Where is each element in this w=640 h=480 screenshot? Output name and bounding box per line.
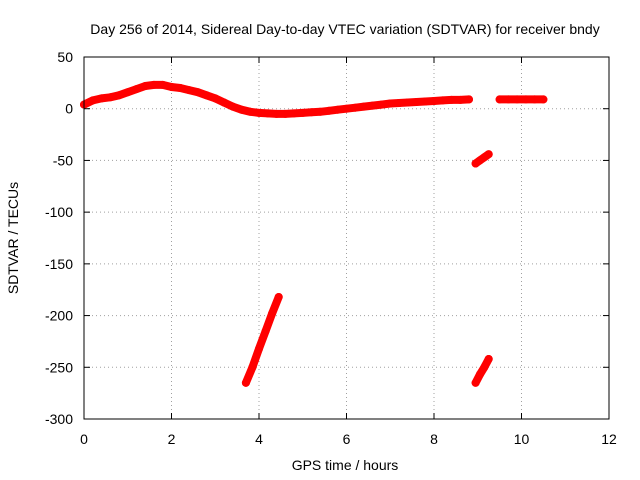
series-steep-segment-a — [241, 293, 283, 387]
data-point — [403, 98, 412, 107]
data-point — [176, 84, 185, 92]
data-point — [185, 86, 193, 95]
data-point — [211, 94, 220, 103]
x-axis-label: GPS time / hours — [292, 457, 399, 473]
data-point — [241, 378, 250, 387]
data-point — [261, 327, 270, 336]
data-point — [438, 96, 447, 105]
data-point — [88, 96, 97, 105]
data-point — [263, 109, 272, 118]
data-point — [255, 108, 263, 117]
data-point — [521, 95, 530, 104]
data-point — [430, 97, 438, 105]
data-point — [377, 100, 386, 109]
data-point — [237, 105, 246, 114]
series-main-trace — [80, 80, 473, 118]
data-point — [272, 109, 281, 118]
x-tick-label: 10 — [514, 431, 530, 447]
data-point — [290, 109, 298, 118]
x-tick-label: 8 — [430, 431, 438, 447]
grid-layer — [84, 57, 609, 419]
data-point — [106, 93, 115, 102]
series-segment-b-upper — [471, 150, 493, 168]
x-tick-label: 0 — [80, 431, 88, 447]
data-point — [342, 104, 351, 113]
data-point — [316, 107, 325, 116]
data-point — [368, 101, 377, 110]
y-tick-label: -250 — [45, 359, 73, 375]
y-tick-label: 0 — [65, 101, 73, 117]
y-tick-label: -300 — [45, 411, 73, 427]
data-point — [465, 95, 473, 104]
chart-title: Day 256 of 2014, Sidereal Day-to-day VTE… — [90, 21, 599, 37]
x-tick-label: 4 — [255, 431, 263, 447]
data-point — [495, 95, 504, 104]
data-point — [97, 94, 106, 103]
data-point — [504, 95, 513, 104]
y-tick-label: -200 — [45, 308, 73, 324]
series-line — [471, 355, 493, 387]
tick-layer: 0 2 4 6 8 10 12 50 0 -50 -100 -150 -200 -250 -300 — [45, 49, 617, 447]
data-point — [298, 108, 307, 117]
data-point — [132, 85, 141, 94]
data-point — [268, 309, 277, 318]
data-point — [158, 80, 167, 89]
series-late-segment — [495, 95, 548, 104]
x-tick-label: 12 — [601, 431, 617, 447]
x-tick-label: 2 — [168, 431, 176, 447]
data-point — [255, 344, 263, 353]
data-point — [351, 103, 360, 112]
data-point — [412, 98, 421, 106]
data-point — [167, 83, 176, 91]
data-point — [202, 91, 211, 100]
data-point — [360, 102, 368, 111]
data-point — [248, 363, 257, 372]
data-point — [447, 95, 456, 104]
data-point — [141, 82, 150, 90]
y-tick-label: -150 — [45, 256, 73, 272]
data-point — [193, 88, 202, 97]
data-point — [274, 293, 283, 301]
data-point — [220, 98, 228, 107]
data-point — [484, 355, 493, 363]
y-tick-label: -50 — [53, 152, 73, 168]
data-point — [484, 150, 493, 159]
data-point — [228, 102, 237, 111]
data-point — [333, 105, 342, 114]
data-point — [513, 95, 522, 104]
data-point — [150, 80, 158, 89]
x-tick-label: 6 — [343, 431, 351, 447]
data-point — [307, 108, 316, 117]
y-axis-label: SDTVAR / TECUs — [5, 182, 21, 294]
y-tick-label: -100 — [45, 204, 73, 220]
data-point — [123, 88, 132, 97]
data-point — [530, 95, 539, 104]
series-segment-b-lower — [471, 355, 493, 387]
data-point — [456, 95, 465, 104]
data-point — [539, 95, 548, 104]
data-point — [246, 107, 255, 116]
y-tick-label: 50 — [57, 49, 73, 65]
data-point — [395, 99, 403, 107]
data-point — [325, 106, 333, 115]
data-point — [475, 370, 484, 379]
data-point — [421, 97, 430, 106]
data-point — [281, 109, 290, 118]
data-point — [386, 99, 395, 108]
data-point — [115, 91, 123, 100]
series-layer — [80, 80, 548, 387]
data-point — [480, 363, 489, 372]
data-point — [471, 378, 480, 387]
